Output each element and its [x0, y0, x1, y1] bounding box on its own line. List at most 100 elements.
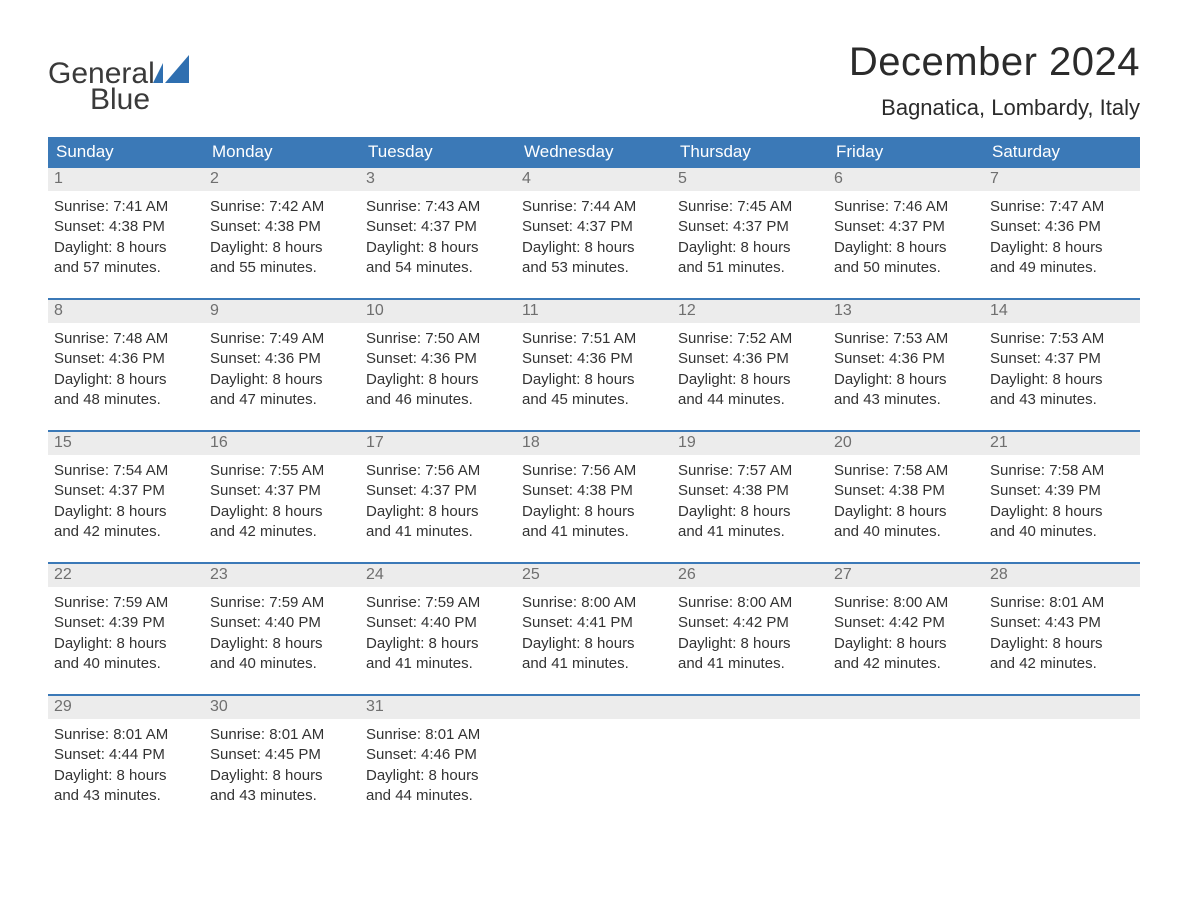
sunset-text: Sunset: 4:39 PM	[990, 481, 1134, 501]
day-number	[984, 696, 1140, 719]
day-cell: 1Sunrise: 7:41 AMSunset: 4:38 PMDaylight…	[48, 168, 204, 280]
day-number: 6	[828, 168, 984, 191]
sunset-text: Sunset: 4:46 PM	[366, 745, 510, 765]
week-row: 22Sunrise: 7:59 AMSunset: 4:39 PMDayligh…	[48, 562, 1140, 676]
day-number: 10	[360, 300, 516, 323]
weeks-container: 1Sunrise: 7:41 AMSunset: 4:38 PMDaylight…	[48, 168, 1140, 808]
daylight1-text: Daylight: 8 hours	[834, 634, 978, 654]
daylight2-text: and 41 minutes.	[678, 522, 822, 542]
day-cell: 22Sunrise: 7:59 AMSunset: 4:39 PMDayligh…	[48, 564, 204, 676]
sunrise-text: Sunrise: 7:59 AM	[366, 593, 510, 613]
day-details: Sunrise: 7:55 AMSunset: 4:37 PMDaylight:…	[204, 455, 360, 544]
daylight1-text: Daylight: 8 hours	[366, 502, 510, 522]
day-cell: 8Sunrise: 7:48 AMSunset: 4:36 PMDaylight…	[48, 300, 204, 412]
daylight1-text: Daylight: 8 hours	[678, 238, 822, 258]
day-number: 24	[360, 564, 516, 587]
daylight1-text: Daylight: 8 hours	[366, 238, 510, 258]
week-row: 29Sunrise: 8:01 AMSunset: 4:44 PMDayligh…	[48, 694, 1140, 808]
sunrise-text: Sunrise: 7:48 AM	[54, 329, 198, 349]
daylight2-text: and 40 minutes.	[990, 522, 1134, 542]
daylight1-text: Daylight: 8 hours	[54, 370, 198, 390]
sunrise-text: Sunrise: 7:57 AM	[678, 461, 822, 481]
calendar: Sunday Monday Tuesday Wednesday Thursday…	[48, 137, 1140, 808]
daylight2-text: and 48 minutes.	[54, 390, 198, 410]
day-cell: 7Sunrise: 7:47 AMSunset: 4:36 PMDaylight…	[984, 168, 1140, 280]
day-number: 16	[204, 432, 360, 455]
day-number: 31	[360, 696, 516, 719]
day-number: 12	[672, 300, 828, 323]
sunrise-text: Sunrise: 7:53 AM	[834, 329, 978, 349]
day-cell: 20Sunrise: 7:58 AMSunset: 4:38 PMDayligh…	[828, 432, 984, 544]
sunset-text: Sunset: 4:41 PM	[522, 613, 666, 633]
sunset-text: Sunset: 4:40 PM	[210, 613, 354, 633]
day-cell: 27Sunrise: 8:00 AMSunset: 4:42 PMDayligh…	[828, 564, 984, 676]
sunset-text: Sunset: 4:37 PM	[54, 481, 198, 501]
daylight1-text: Daylight: 8 hours	[990, 370, 1134, 390]
day-details: Sunrise: 7:42 AMSunset: 4:38 PMDaylight:…	[204, 191, 360, 280]
day-number: 7	[984, 168, 1140, 191]
day-details: Sunrise: 7:46 AMSunset: 4:37 PMDaylight:…	[828, 191, 984, 280]
day-details: Sunrise: 7:58 AMSunset: 4:38 PMDaylight:…	[828, 455, 984, 544]
day-number	[828, 696, 984, 719]
sunset-text: Sunset: 4:37 PM	[366, 481, 510, 501]
sunset-text: Sunset: 4:37 PM	[834, 217, 978, 237]
sunrise-text: Sunrise: 7:54 AM	[54, 461, 198, 481]
day-cell: 29Sunrise: 8:01 AMSunset: 4:44 PMDayligh…	[48, 696, 204, 808]
day-number: 20	[828, 432, 984, 455]
day-number: 13	[828, 300, 984, 323]
sunrise-text: Sunrise: 7:42 AM	[210, 197, 354, 217]
day-cell: 14Sunrise: 7:53 AMSunset: 4:37 PMDayligh…	[984, 300, 1140, 412]
day-cell: 6Sunrise: 7:46 AMSunset: 4:37 PMDaylight…	[828, 168, 984, 280]
daylight2-text: and 42 minutes.	[990, 654, 1134, 674]
day-number: 1	[48, 168, 204, 191]
daylight1-text: Daylight: 8 hours	[678, 634, 822, 654]
daylight2-text: and 53 minutes.	[522, 258, 666, 278]
day-cell: 28Sunrise: 8:01 AMSunset: 4:43 PMDayligh…	[984, 564, 1140, 676]
header: General Blue December 2024 Bagnatica, Lo…	[48, 40, 1140, 131]
sunset-text: Sunset: 4:44 PM	[54, 745, 198, 765]
day-details: Sunrise: 7:53 AMSunset: 4:36 PMDaylight:…	[828, 323, 984, 412]
sunrise-text: Sunrise: 7:55 AM	[210, 461, 354, 481]
day-details: Sunrise: 7:48 AMSunset: 4:36 PMDaylight:…	[48, 323, 204, 412]
daylight1-text: Daylight: 8 hours	[366, 766, 510, 786]
day-details: Sunrise: 8:00 AMSunset: 4:41 PMDaylight:…	[516, 587, 672, 676]
dayhead-sunday: Sunday	[48, 137, 204, 168]
daylight1-text: Daylight: 8 hours	[990, 502, 1134, 522]
day-cell: 25Sunrise: 8:00 AMSunset: 4:41 PMDayligh…	[516, 564, 672, 676]
day-cell: 10Sunrise: 7:50 AMSunset: 4:36 PMDayligh…	[360, 300, 516, 412]
dayhead-tuesday: Tuesday	[360, 137, 516, 168]
sunset-text: Sunset: 4:36 PM	[834, 349, 978, 369]
sunrise-text: Sunrise: 7:59 AM	[210, 593, 354, 613]
day-details: Sunrise: 7:49 AMSunset: 4:36 PMDaylight:…	[204, 323, 360, 412]
day-number: 21	[984, 432, 1140, 455]
day-cell: 30Sunrise: 8:01 AMSunset: 4:45 PMDayligh…	[204, 696, 360, 808]
daylight1-text: Daylight: 8 hours	[210, 766, 354, 786]
day-cell: 11Sunrise: 7:51 AMSunset: 4:36 PMDayligh…	[516, 300, 672, 412]
daylight1-text: Daylight: 8 hours	[210, 238, 354, 258]
empty-cell	[828, 696, 984, 808]
sunset-text: Sunset: 4:36 PM	[522, 349, 666, 369]
day-cell: 12Sunrise: 7:52 AMSunset: 4:36 PMDayligh…	[672, 300, 828, 412]
day-details: Sunrise: 7:57 AMSunset: 4:38 PMDaylight:…	[672, 455, 828, 544]
daylight1-text: Daylight: 8 hours	[210, 370, 354, 390]
daylight2-text: and 46 minutes.	[366, 390, 510, 410]
daylight2-text: and 49 minutes.	[990, 258, 1134, 278]
day-details: Sunrise: 8:01 AMSunset: 4:43 PMDaylight:…	[984, 587, 1140, 676]
day-number: 8	[48, 300, 204, 323]
daylight2-text: and 44 minutes.	[366, 786, 510, 806]
day-number: 14	[984, 300, 1140, 323]
day-number: 4	[516, 168, 672, 191]
sunrise-text: Sunrise: 8:00 AM	[834, 593, 978, 613]
day-cell: 21Sunrise: 7:58 AMSunset: 4:39 PMDayligh…	[984, 432, 1140, 544]
day-details: Sunrise: 7:41 AMSunset: 4:38 PMDaylight:…	[48, 191, 204, 280]
daylight1-text: Daylight: 8 hours	[54, 634, 198, 654]
day-cell: 15Sunrise: 7:54 AMSunset: 4:37 PMDayligh…	[48, 432, 204, 544]
sunset-text: Sunset: 4:42 PM	[834, 613, 978, 633]
day-details: Sunrise: 7:53 AMSunset: 4:37 PMDaylight:…	[984, 323, 1140, 412]
day-details: Sunrise: 7:59 AMSunset: 4:39 PMDaylight:…	[48, 587, 204, 676]
empty-cell	[984, 696, 1140, 808]
day-cell: 9Sunrise: 7:49 AMSunset: 4:36 PMDaylight…	[204, 300, 360, 412]
day-details: Sunrise: 8:00 AMSunset: 4:42 PMDaylight:…	[672, 587, 828, 676]
daylight1-text: Daylight: 8 hours	[54, 502, 198, 522]
day-details: Sunrise: 7:58 AMSunset: 4:39 PMDaylight:…	[984, 455, 1140, 544]
